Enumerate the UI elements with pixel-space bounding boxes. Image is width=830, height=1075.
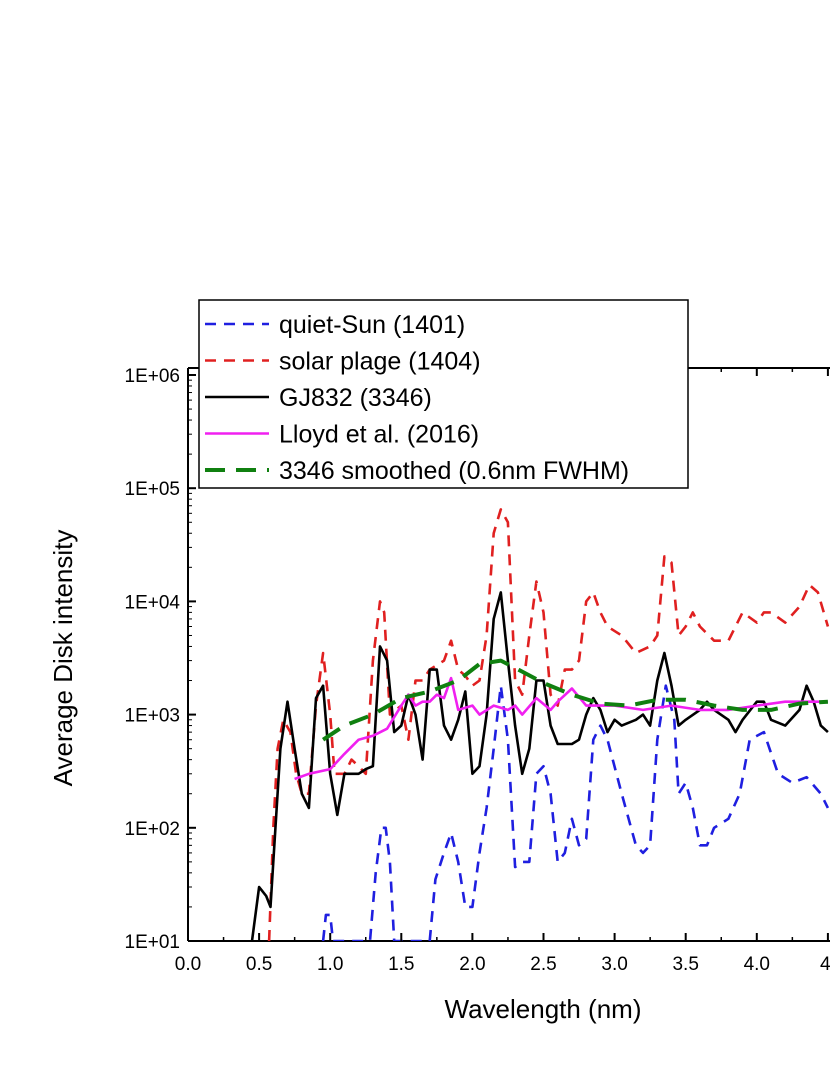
y-tick-label: 1E+03 [125, 706, 180, 727]
series-line-0 [321, 684, 830, 941]
series-layer [250, 508, 830, 941]
x-tick-label: 1.0 [317, 954, 343, 975]
y-tick-label: 1E+05 [125, 479, 180, 500]
x-tick-label: 2.5 [530, 954, 556, 975]
series-line-1 [267, 508, 830, 941]
x-tick-label: 4. [820, 954, 830, 975]
legend-label-0: quiet-Sun (1401) [279, 311, 465, 339]
x-tick-label: 0.5 [246, 954, 272, 975]
y-tick-label: 1E+06 [125, 366, 180, 387]
y-tick-label: 1E+04 [125, 592, 181, 613]
x-tick-label: 1.5 [388, 954, 414, 975]
x-tick-label: 3.0 [601, 954, 627, 975]
legend-label-1: solar plage (1404) [279, 348, 481, 376]
x-tick-label: 4.0 [744, 954, 770, 975]
x-tick-label: 0.0 [175, 954, 201, 975]
y-tick-label: 1E+01 [125, 932, 180, 953]
legend-label-3: Lloyd et al. (2016) [279, 421, 479, 449]
legend-label-2: GJ832 (3346) [279, 384, 432, 412]
series-line-2 [250, 591, 829, 941]
series-line-3 [294, 676, 828, 781]
series-line-4 [321, 658, 829, 742]
x-tick-label: 3.5 [672, 954, 698, 975]
x-tick-label: 2.0 [459, 954, 485, 975]
x-axis-title: Wavelength (nm) [445, 994, 642, 1024]
legend: quiet-Sun (1401) solar plage (1404) GJ832 … [198, 299, 689, 489]
y-axis-title: Average Disk intensity [48, 530, 78, 787]
y-tick-label: 1E+02 [125, 819, 180, 840]
ticks-layer: 0.0 0.5 1.0 1.5 2.0 2.5 3.0 3.5 4.0 4. 1E+01 1E+02 1… [125, 366, 830, 975]
legend-box [198, 299, 689, 489]
legend-label-4: 3346 smoothed (0.6nm FWHM) [279, 457, 629, 485]
